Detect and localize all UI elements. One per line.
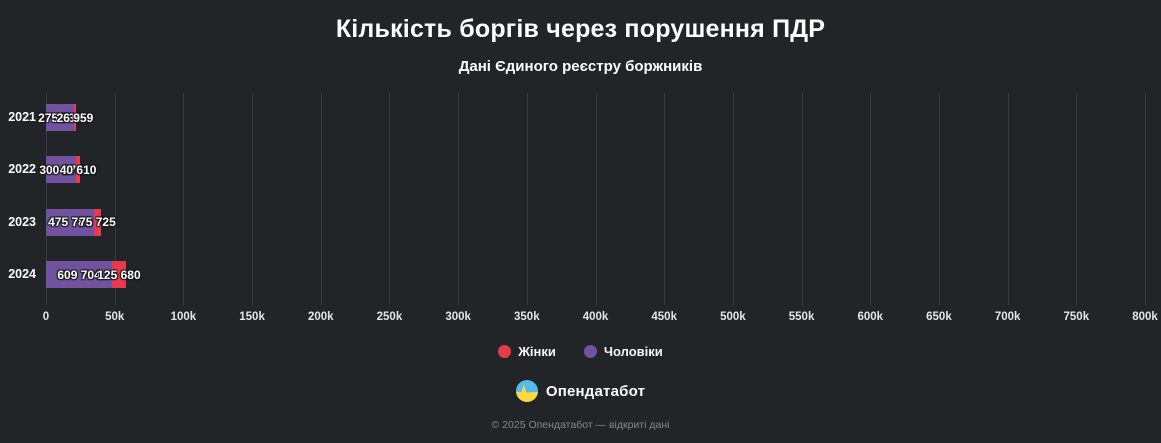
gridline	[320, 93, 322, 305]
x-tick-label: 650k	[926, 311, 952, 323]
gridline	[183, 93, 185, 305]
gridline	[664, 93, 666, 305]
gridline	[732, 93, 734, 305]
gridline	[1007, 93, 1009, 305]
x-tick-label: 300k	[445, 311, 471, 323]
x-tick-label: 0	[42, 311, 50, 323]
gridline	[870, 93, 872, 305]
x-tick-label: 800k	[1132, 311, 1158, 323]
x-tick-label: 450k	[651, 311, 677, 323]
bar-value-label: 75 725	[79, 215, 116, 230]
chart-subtitle: Дані Єдиного реєстру боржників	[458, 58, 703, 75]
y-axis-label-2024: 2024	[8, 267, 36, 282]
bar-value-label: 300 272	[39, 162, 83, 177]
bar-value-label: 125 680	[97, 267, 141, 282]
x-tick-label: 600k	[857, 311, 884, 323]
gridline	[114, 93, 116, 305]
x-tick-label: 350k	[514, 311, 540, 323]
gridline	[252, 93, 254, 305]
copyright: © 2025 Опендатабот — відкриті дані	[491, 419, 670, 431]
legend-label: Чоловіки	[603, 344, 663, 359]
bar-row-2024: 609 704 125 680	[46, 261, 141, 289]
bar-segment-men-2022: 300 272	[39, 156, 83, 184]
x-tick-label: 200k	[307, 311, 334, 323]
legend-dot-men	[583, 345, 597, 358]
x-tick-label: 500k	[720, 311, 746, 323]
gridline	[389, 93, 391, 305]
x-tick-label: 750k	[1063, 311, 1090, 323]
bar-segment-men-2021: 275 732	[38, 104, 82, 131]
gridline	[1076, 93, 1078, 305]
gridline	[938, 93, 940, 305]
y-axis-labels: 2021 2022 2023 2024	[0, 93, 40, 305]
plot-area: 275 732 26 959 300 272 40 610 475 780 75 725 6…	[38, 93, 1146, 305]
bar-segment-women-2023: 75 725	[79, 208, 116, 236]
bar-value-label: 26 959	[56, 110, 94, 125]
gridline	[458, 93, 460, 305]
bar-value-label: 40 610	[59, 162, 97, 177]
gridline	[46, 93, 47, 305]
legend-label: Жінки	[518, 344, 556, 359]
x-tick-label: 100k	[170, 311, 197, 323]
legend-item-men: Чоловіки	[583, 344, 663, 359]
bar-segment-men-2024: 609 704	[46, 261, 113, 289]
bar-segment-men-2023: 475 780	[46, 208, 94, 236]
gridline	[526, 93, 528, 305]
x-tick-label: 50k	[105, 311, 125, 323]
bar-segment-women-2024: 125 680	[97, 261, 141, 289]
y-axis-label-2022: 2022	[8, 162, 36, 177]
x-tick-label: 550k	[788, 311, 815, 323]
chart-title: Кількість боргів через порушення ПДР	[335, 15, 826, 43]
bar-row-2021: 275 732 26 959	[38, 104, 126, 131]
legend: Жінки Чоловіки	[0, 344, 1161, 359]
legend-item-women: Жінки	[498, 344, 556, 359]
x-axis-ticks: 0 50k 100k 150k 200k 250k 300k 350k 400k 450k 500k…	[42, 311, 1158, 327]
y-axis-label-2021: 2021	[8, 110, 36, 124]
bar-value-label: 275 732	[38, 110, 82, 125]
bar-segment-women-2021: 26 959	[57, 104, 93, 131]
gridline	[801, 93, 803, 305]
x-tick-label: 150k	[239, 311, 265, 323]
x-tick-label: 250k	[376, 311, 403, 323]
x-tick-label: 700k	[994, 311, 1021, 323]
opendatabot-logo-icon	[515, 380, 538, 402]
x-tick-label: 400k	[582, 311, 609, 323]
bar-value-label: 475 780	[48, 215, 92, 230]
bar-value-label: 609 704	[57, 267, 101, 282]
gridline	[595, 93, 597, 305]
legend-dot-women	[498, 345, 512, 358]
bar-segment-women-2022: 40 610	[60, 156, 96, 184]
brand-name: Опендатабот	[545, 382, 646, 400]
brand: Опендатабот	[0, 380, 1161, 402]
bar-row-2022: 300 272 40 610	[39, 156, 126, 184]
bar-row-2023: 475 780 75 725	[46, 208, 126, 236]
y-axis-label-2023: 2023	[8, 214, 36, 229]
gridline	[1145, 93, 1146, 305]
